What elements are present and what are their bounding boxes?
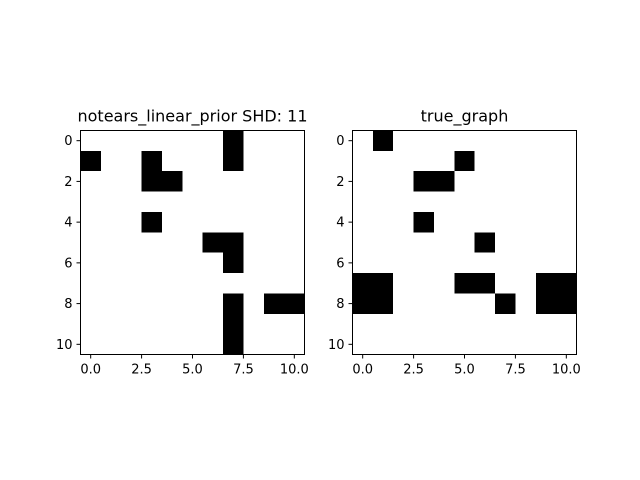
- heatmap-cell: [454, 273, 475, 294]
- axis-ticks: 0.0 2.5 5.0 7.5 10.0 0 2 4 6 8 10: [328, 134, 581, 377]
- heatmap-cell: [223, 150, 244, 172]
- heatmap-cell: [495, 293, 516, 314]
- heatmap-cells: [80, 130, 305, 355]
- x-tick-label: 5.0: [182, 363, 203, 378]
- y-tick-label: 4: [336, 216, 344, 231]
- y-tick-label: 6: [336, 256, 344, 271]
- chart-title: true_graph: [421, 107, 509, 127]
- heatmap-cell: [141, 150, 162, 172]
- y-tick-label: 8: [336, 297, 344, 312]
- y-tick-label: 4: [64, 216, 72, 231]
- y-tick-label: 0: [336, 134, 344, 149]
- x-tick-label: 2.5: [403, 363, 424, 378]
- heatmap-cell: [141, 211, 162, 233]
- y-tick-label: 2: [336, 175, 344, 190]
- y-tick-label: 8: [64, 297, 72, 312]
- heatmap-cell: [474, 273, 496, 294]
- heatmap-cell: [223, 232, 244, 253]
- heatmap-cells: [352, 130, 577, 314]
- heatmap-cell: [80, 150, 101, 172]
- y-tick-label: 0: [64, 134, 72, 149]
- chart-panel-true-graph: 0.0 2.5 5.0 7.5 10.0 0 2 4 6 8 10 true_graph: [328, 107, 581, 378]
- heatmap-cell: [413, 211, 434, 233]
- heatmap-cell: [141, 171, 162, 192]
- y-tick-label: 10: [56, 338, 73, 353]
- heatmap-cell: [352, 273, 373, 294]
- heatmap-cell: [372, 130, 394, 151]
- x-tick-label: 0.0: [352, 363, 373, 378]
- heatmap-cell: [433, 171, 455, 192]
- y-tick-label: 6: [64, 256, 72, 271]
- heatmap-cell: [352, 293, 373, 314]
- x-tick-label: 0.0: [80, 363, 101, 378]
- heatmap-cell: [223, 313, 244, 335]
- heatmap-cell: [202, 232, 224, 253]
- chart-panel-prediction: 0.0 2.5 5.0 7.5 10.0 0 2 4 6 8 10 notears_linear_p…: [56, 107, 309, 378]
- heatmap-cell: [284, 293, 305, 314]
- y-tick-label: 2: [64, 175, 72, 190]
- heatmap-cell: [223, 293, 244, 314]
- heatmap-cell: [474, 232, 496, 253]
- x-tick-label: 7.5: [505, 363, 526, 378]
- heatmap-cell: [223, 252, 244, 274]
- axis-ticks: 0.0 2.5 5.0 7.5 10.0 0 2 4 6 8 10: [56, 134, 309, 377]
- x-tick-label: 2.5: [131, 363, 152, 378]
- x-tick-label: 5.0: [454, 363, 475, 378]
- heatmap-cell: [454, 150, 475, 172]
- heatmap-cell: [556, 293, 577, 314]
- heatmap-cell: [161, 171, 183, 192]
- heatmap-cell: [223, 334, 244, 355]
- heatmap-cell: [223, 130, 244, 151]
- heatmap-cell: [372, 293, 394, 314]
- heatmap-cell: [556, 273, 577, 294]
- heatmap-cell: [535, 293, 557, 314]
- heatmap-cell: [535, 273, 557, 294]
- x-tick-label: 7.5: [233, 363, 254, 378]
- x-tick-label: 10.0: [552, 363, 581, 378]
- heatmap-cell: [413, 171, 434, 192]
- x-tick-label: 10.0: [280, 363, 309, 378]
- chart-title: notears_linear_prior SHD: 11: [78, 107, 308, 127]
- heatmap-cell: [263, 293, 285, 314]
- y-tick-label: 10: [328, 338, 345, 353]
- heatmap-cell: [372, 273, 394, 294]
